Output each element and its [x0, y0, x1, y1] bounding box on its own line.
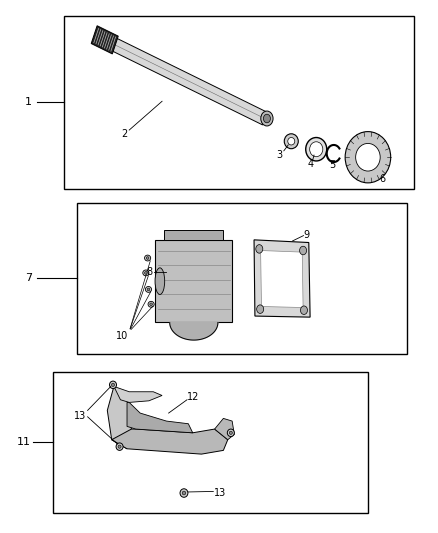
Bar: [77, 203, 407, 354]
Text: 5: 5: [329, 160, 335, 170]
Polygon shape: [112, 429, 228, 454]
Bar: [64, 16, 414, 189]
Polygon shape: [170, 322, 218, 340]
Circle shape: [256, 245, 263, 253]
Circle shape: [300, 246, 307, 255]
Text: 3: 3: [276, 150, 283, 159]
Text: 10: 10: [116, 331, 128, 341]
Ellipse shape: [146, 257, 149, 260]
Ellipse shape: [310, 142, 323, 157]
Text: 7: 7: [25, 273, 32, 283]
Ellipse shape: [148, 301, 154, 307]
Text: 9: 9: [304, 230, 310, 239]
Polygon shape: [215, 418, 234, 440]
Polygon shape: [261, 251, 303, 308]
Ellipse shape: [261, 111, 273, 126]
Ellipse shape: [182, 491, 186, 495]
Text: 13: 13: [74, 411, 86, 421]
Ellipse shape: [306, 138, 327, 161]
Ellipse shape: [118, 445, 121, 448]
Text: 13: 13: [214, 488, 226, 498]
Circle shape: [300, 306, 307, 314]
Text: 12: 12: [187, 392, 199, 402]
Ellipse shape: [145, 287, 152, 292]
Ellipse shape: [145, 272, 147, 274]
Bar: [164, 230, 223, 240]
Ellipse shape: [155, 268, 165, 294]
Ellipse shape: [116, 443, 123, 450]
Ellipse shape: [263, 114, 270, 123]
Text: 4: 4: [308, 159, 314, 168]
Polygon shape: [91, 26, 118, 54]
Polygon shape: [114, 386, 162, 402]
Ellipse shape: [288, 138, 295, 145]
Text: 1: 1: [25, 98, 32, 107]
Ellipse shape: [147, 288, 150, 291]
Ellipse shape: [111, 383, 115, 386]
Ellipse shape: [345, 132, 391, 183]
Text: 2: 2: [122, 130, 128, 139]
Bar: [155, 240, 232, 322]
Ellipse shape: [150, 303, 152, 305]
Ellipse shape: [230, 431, 232, 434]
Circle shape: [257, 305, 264, 313]
Ellipse shape: [180, 489, 188, 497]
Ellipse shape: [145, 255, 151, 261]
Ellipse shape: [143, 270, 149, 276]
Ellipse shape: [356, 143, 380, 171]
Ellipse shape: [110, 381, 117, 389]
Bar: [53, 372, 368, 513]
Text: 6: 6: [379, 174, 385, 183]
Text: 11: 11: [17, 438, 31, 447]
Ellipse shape: [227, 429, 234, 437]
Polygon shape: [110, 37, 267, 125]
Text: 8: 8: [146, 267, 152, 277]
Ellipse shape: [284, 134, 298, 149]
Polygon shape: [127, 402, 193, 433]
Polygon shape: [107, 386, 131, 449]
Polygon shape: [254, 240, 310, 317]
